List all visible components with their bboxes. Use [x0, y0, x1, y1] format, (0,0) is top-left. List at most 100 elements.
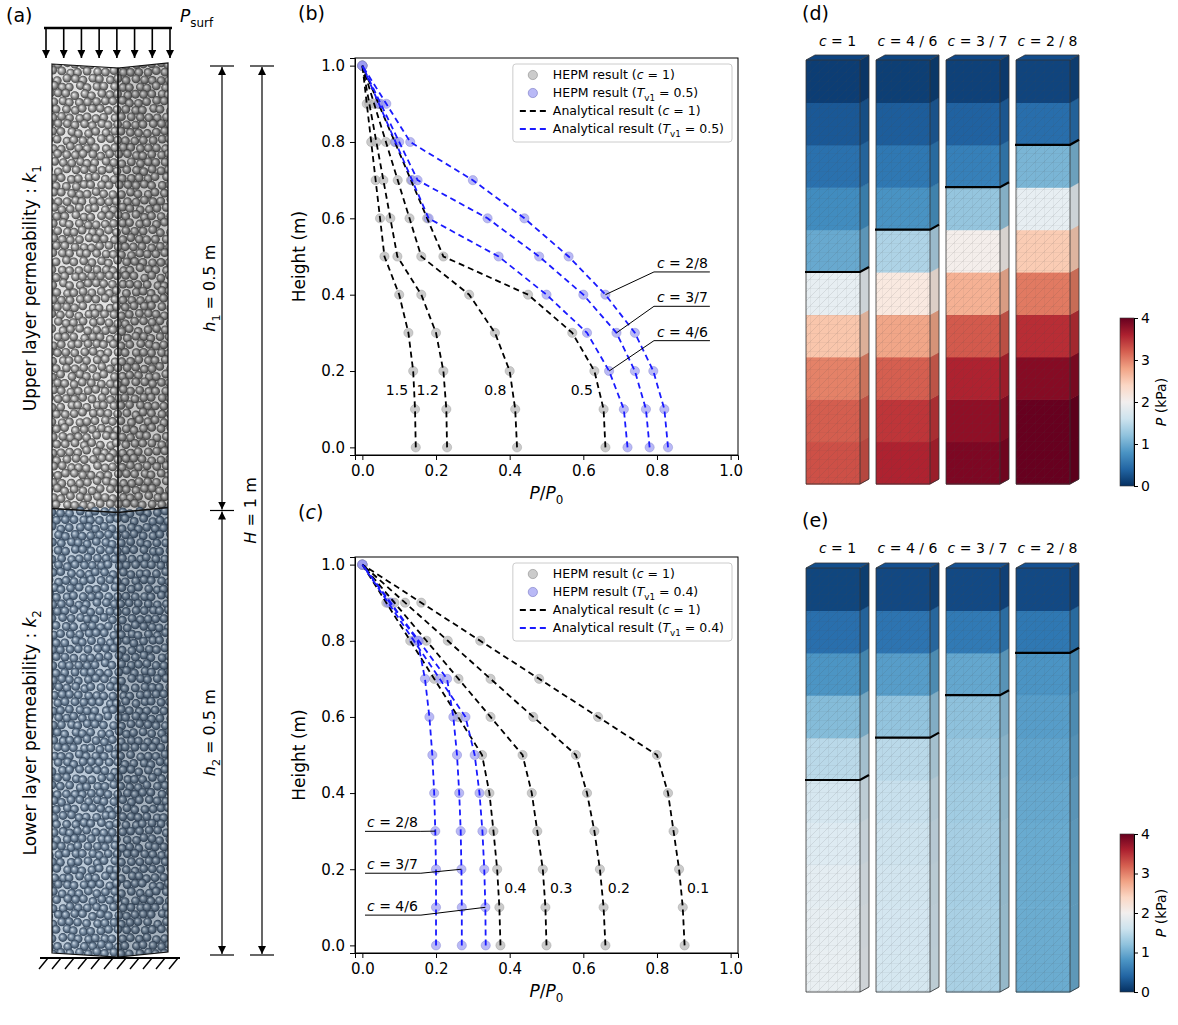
particle	[52, 925, 61, 934]
tick: 1.0	[719, 953, 743, 978]
particle	[98, 454, 107, 463]
particle	[83, 294, 92, 303]
load-arrow	[81, 28, 83, 58]
base-hatch	[39, 958, 48, 969]
particle	[58, 461, 67, 470]
tick-mark	[350, 945, 355, 946]
tick-label: 0.6	[572, 960, 596, 978]
text-part: Height (m)	[289, 211, 309, 302]
particle	[70, 909, 79, 918]
particle	[45, 393, 54, 402]
particle	[72, 210, 81, 219]
tick-mark	[350, 218, 355, 219]
particle	[78, 226, 87, 235]
particle	[52, 500, 61, 509]
particle	[87, 834, 96, 843]
particle	[45, 470, 54, 479]
tick: 0.0	[321, 439, 355, 457]
particle	[57, 674, 66, 683]
particle	[102, 644, 111, 653]
particle	[82, 446, 91, 455]
particle	[102, 598, 111, 607]
tick-mark	[362, 953, 363, 958]
particle	[84, 279, 93, 288]
data-point	[406, 137, 415, 146]
particle	[65, 949, 74, 958]
particle	[50, 203, 59, 212]
base-hatch	[143, 958, 152, 969]
particle	[89, 165, 98, 174]
tick-label: 0.4	[321, 784, 345, 802]
particle	[69, 712, 78, 721]
particle	[104, 121, 113, 130]
particle	[74, 339, 83, 348]
particle	[91, 385, 100, 394]
text-part: v1	[644, 93, 655, 103]
particle	[100, 583, 109, 592]
tick-label: 0.2	[321, 861, 345, 879]
particle	[70, 60, 79, 69]
data-line	[362, 66, 447, 448]
particle	[87, 636, 96, 645]
particle	[69, 605, 78, 614]
tick-mark	[350, 66, 355, 67]
particle	[84, 842, 93, 851]
particle	[78, 301, 87, 310]
particle	[95, 864, 104, 873]
particle	[100, 568, 109, 577]
particle	[99, 721, 108, 730]
tick-label: 0.4	[321, 286, 345, 304]
base-hatch	[156, 958, 165, 969]
text-part: = 1 m	[241, 477, 260, 531]
particle	[100, 856, 109, 865]
particle	[96, 910, 105, 919]
particle	[89, 347, 98, 356]
particle	[52, 273, 61, 282]
leader-line	[605, 272, 709, 295]
curve-label: 1.5	[386, 382, 408, 398]
legend: HEPM result (c = 1)HEPM result (Tv1 = 0.…	[513, 64, 732, 142]
text-part: (a)	[6, 4, 32, 26]
particle	[62, 164, 71, 173]
particle	[61, 348, 70, 357]
particle	[56, 782, 65, 791]
tick-mark	[657, 455, 658, 460]
particle	[103, 712, 112, 721]
tick: 0.6	[572, 953, 596, 978]
particle	[98, 166, 107, 175]
particle	[97, 729, 106, 738]
leader-line	[609, 341, 710, 371]
text-part: = 1)	[669, 103, 700, 118]
particle	[61, 89, 70, 98]
particle	[52, 425, 61, 434]
particle	[101, 96, 110, 105]
axis: 0.00.20.40.60.81.0	[351, 455, 743, 480]
text-part: surf	[190, 16, 214, 30]
particle	[84, 887, 93, 896]
tick-label: 0.0	[321, 937, 345, 955]
particle	[80, 561, 89, 570]
particle	[83, 719, 92, 728]
particle	[83, 493, 92, 502]
load-label: Psurf	[180, 6, 214, 30]
particle	[43, 501, 52, 510]
particle	[91, 674, 100, 683]
tick-label: 1.0	[321, 57, 345, 75]
tick: 0.4	[321, 286, 355, 304]
plot-frame	[355, 557, 738, 953]
tick: 0.0	[321, 937, 355, 955]
particle	[66, 492, 75, 501]
particle	[62, 576, 71, 585]
particle	[108, 97, 117, 106]
base-hatch	[52, 958, 61, 969]
tick: 0.8	[646, 455, 670, 480]
particle	[70, 228, 79, 237]
particle	[87, 789, 96, 798]
particle	[71, 560, 80, 569]
tick-label: 0.0	[351, 960, 375, 978]
text-part: h	[200, 766, 219, 776]
tick: 0.6	[321, 210, 355, 228]
dimension-tick	[210, 65, 234, 66]
tick-mark	[350, 371, 355, 372]
particle	[44, 333, 53, 342]
